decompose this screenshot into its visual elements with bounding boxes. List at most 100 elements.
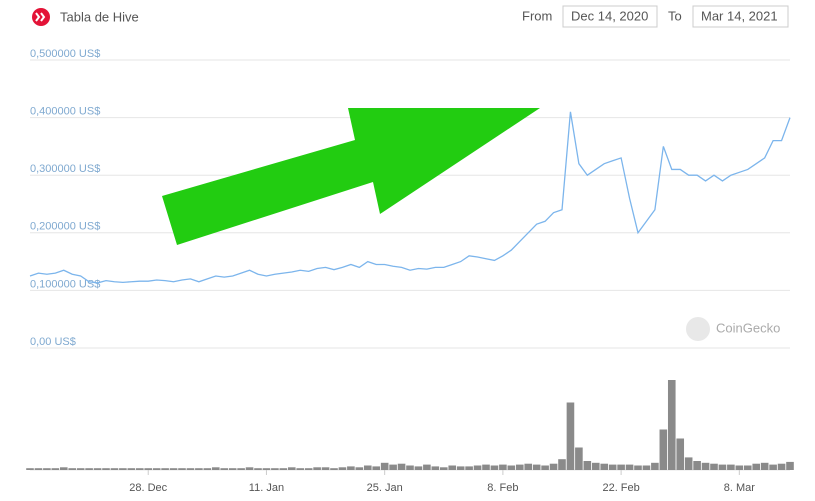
volume-bar: [355, 467, 364, 470]
volume-bar: [34, 468, 43, 470]
price-line: [29, 111, 791, 284]
volume-bar: [448, 465, 457, 470]
y-tick-label: 0,100000 US$: [30, 278, 100, 290]
volume-bar: [414, 466, 423, 470]
volume-bar: [499, 464, 507, 470]
volume-bar: [102, 468, 110, 470]
to-label: To: [668, 8, 682, 23]
volume-bar: [313, 467, 321, 470]
volume-bar: [583, 461, 592, 470]
volume-bar: [245, 467, 254, 470]
volume-bar: [558, 459, 566, 470]
volume-bar: [667, 380, 676, 470]
volume-bar: [482, 464, 490, 470]
to-value: Mar 14, 2021: [701, 8, 778, 23]
x-tick-label: 28. Dec: [129, 482, 167, 494]
volume-bar: [51, 468, 60, 470]
from-value: Dec 14, 2020: [571, 8, 648, 23]
volume-bar: [93, 468, 102, 470]
volume-bar: [119, 468, 127, 470]
volume-bar: [279, 468, 288, 470]
x-tick-label: 8. Mar: [724, 482, 756, 494]
watermark: CoinGecko: [716, 320, 780, 335]
volume-bar: [710, 463, 718, 470]
from-label: From: [522, 8, 552, 23]
y-tick-label: 0,300000 US$: [30, 163, 100, 175]
y-tick-label: 0,200000 US$: [30, 221, 100, 233]
volume-bar: [752, 463, 761, 470]
volume-bar: [591, 462, 600, 470]
volume-bar: [135, 468, 144, 470]
volume-bar: [372, 466, 381, 470]
volume-bar: [515, 464, 524, 470]
hive-logo-mark: [35, 12, 46, 22]
volume-bar: [651, 462, 659, 470]
volume-bar: [127, 468, 136, 470]
volume-bar: [760, 462, 769, 470]
coingecko-logo: [686, 317, 710, 341]
volume-bar: [338, 467, 347, 470]
volume-bar: [262, 468, 271, 470]
volume-bar: [456, 466, 465, 470]
volume-bar: [743, 465, 752, 470]
volume-bar: [549, 463, 558, 470]
volume-bar: [659, 429, 668, 470]
volume-bar: [406, 465, 414, 470]
volume-bar: [321, 467, 330, 470]
volume-bar: [490, 465, 499, 470]
volume-bar: [439, 467, 448, 470]
volume-bar: [186, 468, 195, 470]
volume-bar: [380, 462, 389, 470]
volume-bar: [228, 468, 237, 470]
x-tick-label: 11. Jan: [249, 482, 284, 494]
volume-bar: [152, 468, 161, 470]
x-tick-label: 8. Feb: [487, 482, 518, 494]
volume-bar: [195, 468, 203, 470]
volume-bar: [161, 468, 169, 470]
volume-bar: [575, 447, 583, 470]
trend-arrow: [162, 108, 540, 245]
x-tick-label: 25. Jan: [367, 482, 403, 494]
volume-bar: [617, 464, 625, 470]
volume-bar: [144, 468, 153, 470]
volume-bar: [625, 464, 634, 470]
volume-bar: [777, 463, 786, 470]
to-input[interactable]: [692, 5, 789, 28]
volume-bar: [676, 438, 685, 470]
volume-bar: [465, 466, 473, 470]
volume-bar: [26, 468, 34, 470]
volume-bar: [600, 463, 609, 470]
from-input[interactable]: [562, 5, 658, 28]
volume-bar: [220, 468, 229, 470]
volume-bar: [211, 467, 220, 470]
volume-bar: [237, 468, 245, 470]
volume-bar: [178, 468, 186, 470]
volume-bar: [287, 467, 296, 470]
volume-bar: [397, 463, 406, 470]
volume-bar: [304, 468, 313, 470]
volume-bar: [507, 465, 516, 470]
y-tick-label: 0,400000 US$: [30, 106, 100, 118]
volume-bar: [43, 468, 51, 470]
volume-bar: [735, 465, 744, 470]
volume-bar: [363, 465, 372, 470]
volume-bar: [389, 464, 397, 470]
volume-bar: [203, 468, 212, 470]
volume-bar: [608, 464, 617, 470]
chart-title: Tabla de Hive: [60, 9, 139, 24]
volume-bar: [718, 464, 727, 470]
y-tick-label: 0,500000 US$: [30, 48, 100, 60]
hive-logo: [32, 8, 50, 26]
volume-bar: [693, 461, 701, 470]
volume-bar: [76, 468, 85, 470]
volume-bar: [254, 468, 262, 470]
volume-bar: [701, 462, 710, 470]
volume-bar: [684, 457, 693, 470]
volume-bar: [330, 468, 338, 470]
volume-bar: [271, 468, 279, 470]
volume-bar: [473, 465, 482, 470]
volume-bar: [431, 466, 440, 470]
volume-bar: [786, 461, 794, 470]
